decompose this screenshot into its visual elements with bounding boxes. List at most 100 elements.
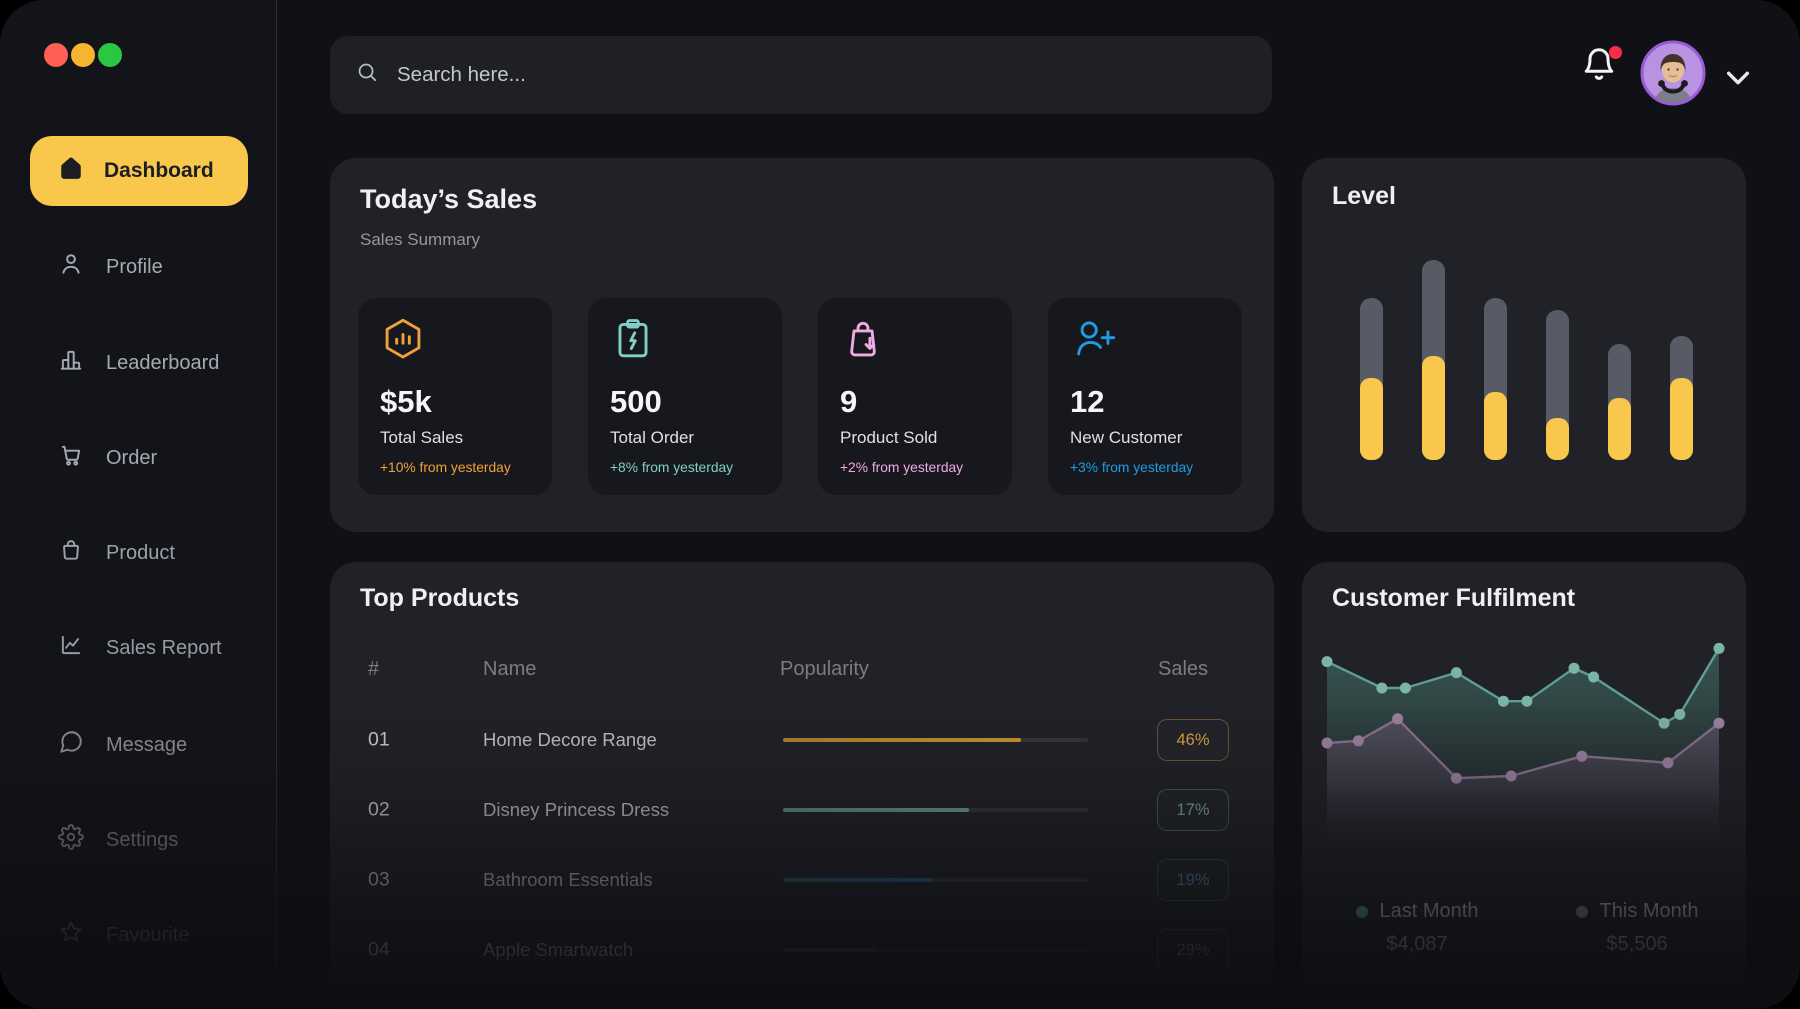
stat-delta: +10% from yesterday <box>380 460 511 475</box>
last-month-data-point <box>1376 682 1388 694</box>
customer-fulfilment-card: Customer Fulfilment Last Month $4,087 Th… <box>1302 562 1746 1009</box>
stat-label: Product Sold <box>840 428 938 447</box>
bag-icon <box>58 537 84 569</box>
stat-card-total-order[interactable]: 500 Total Order +8% from yesterday <box>588 298 782 495</box>
stat-card-new-customer[interactable]: 12 New Customer +3% from yesterday <box>1048 298 1242 495</box>
avatar-image <box>1640 40 1706 106</box>
product-name: Apple Smartwatch <box>483 939 634 960</box>
level-card: Level VolumeService <box>1302 158 1746 660</box>
todays-sales-card: Today’s Sales Sales Summary $5k Total Sa… <box>330 158 1274 532</box>
sidebar-item-dashboard[interactable]: Dashboard <box>30 136 248 206</box>
customer-fulfilment-title: Customer Fulfilment <box>1332 584 1576 612</box>
last-month-data-point <box>1497 695 1509 707</box>
sidebar-item-label: Favourite <box>106 923 190 946</box>
gear-icon <box>58 824 84 856</box>
sidebar-item-label: Leaderboard <box>106 351 220 374</box>
col-header-number: # <box>368 658 380 680</box>
last-month-data-point <box>1674 708 1686 720</box>
minimize-window-dot[interactable] <box>71 43 95 67</box>
last-month-data-point <box>1521 695 1533 707</box>
sidebar-item-sales-report[interactable]: Sales Report <box>30 626 256 670</box>
popularity-bar-fill <box>783 948 875 952</box>
level-bar-volume-segment <box>1484 392 1507 460</box>
sales-badge: 29% <box>1157 929 1229 971</box>
this-month-data-point <box>1576 750 1588 762</box>
col-header-name: Name <box>483 658 537 680</box>
col-header-sales: Sales <box>1158 658 1209 680</box>
product-number: 03 <box>368 868 390 891</box>
top-products-card: Top Products # Name Popularity Sales 01 … <box>330 562 1274 1009</box>
cart-icon <box>58 442 84 474</box>
popularity-bar <box>783 738 1088 742</box>
close-window-dot[interactable] <box>44 43 68 67</box>
sales-badge: 46% <box>1157 719 1229 761</box>
level-bar-volume-segment <box>1670 378 1693 460</box>
product-number: 01 <box>368 728 390 751</box>
bell-icon <box>1581 48 1617 86</box>
user-icon <box>58 251 84 283</box>
last-month-data-point <box>1568 662 1580 674</box>
user-avatar[interactable] <box>1640 40 1706 106</box>
last-month-data-point <box>1321 656 1333 668</box>
sidebar-item-product[interactable]: Product <box>30 531 256 575</box>
todays-sales-title: Today’s Sales <box>360 184 538 214</box>
fulfilment-legend-this-month: This Month $5,506 <box>1552 900 1722 956</box>
popularity-bar-fill <box>783 878 933 882</box>
todays-sales-subtitle: Sales Summary <box>360 230 480 249</box>
profile-menu-chevron[interactable] <box>1722 62 1758 86</box>
stat-value: 9 <box>840 384 858 419</box>
stat-value: $5k <box>380 384 432 419</box>
sidebar-item-favourite[interactable]: Favourite <box>30 913 256 957</box>
popularity-bar <box>783 808 1088 812</box>
stat-delta: +3% from yesterday <box>1070 460 1194 475</box>
hex-bars-icon <box>380 316 426 367</box>
zoom-window-dot[interactable] <box>98 43 122 67</box>
last-month-data-point <box>1450 667 1462 679</box>
legend-label: This Month <box>1599 900 1699 922</box>
search-bar[interactable] <box>330 36 1272 114</box>
stat-label: Total Order <box>610 428 695 447</box>
last-month-data-point <box>1588 671 1600 683</box>
last-month-data-point <box>1399 682 1411 694</box>
sidebar-item-label: Product <box>106 541 175 564</box>
level-bar-volume-segment <box>1546 418 1569 460</box>
this-month-data-point <box>1662 757 1674 769</box>
chart-line-icon <box>58 632 84 664</box>
stat-card-product-sold[interactable]: 9 Product Sold +2% from yesterday <box>818 298 1012 495</box>
level-bar-1 <box>1360 298 1383 460</box>
stat-label: New Customer <box>1070 428 1183 447</box>
stat-value: 500 <box>610 384 662 419</box>
this-month-data-point <box>1392 713 1404 725</box>
legend-value: $4,087 <box>1386 933 1448 955</box>
sidebar-item-order[interactable]: Order <box>30 436 256 480</box>
user-plus-icon <box>1070 316 1116 367</box>
product-name: Bathroom Essentials <box>483 869 653 890</box>
stat-card-total-sales[interactable]: $5k Total Sales +10% from yesterday <box>358 298 552 495</box>
top-products-title: Top Products <box>360 584 520 612</box>
level-bar-3 <box>1484 298 1507 460</box>
chat-icon <box>58 729 84 761</box>
legend-label: Last Month <box>1379 900 1479 922</box>
this-month-data-point <box>1505 770 1517 782</box>
this-month-data-point <box>1450 772 1462 784</box>
notification-bell-button[interactable] <box>1581 46 1625 92</box>
product-number: 04 <box>368 938 390 961</box>
level-bar-4 <box>1546 310 1569 460</box>
search-input[interactable] <box>395 62 1246 88</box>
sidebar-item-message[interactable]: Message <box>30 723 256 767</box>
sidebar-item-profile[interactable]: Profile <box>30 245 256 289</box>
level-title: Level <box>1332 182 1396 210</box>
search-icon <box>356 61 379 89</box>
leaderboard-icon <box>58 347 84 379</box>
product-name: Disney Princess Dress <box>483 799 670 820</box>
sidebar-item-leaderboard[interactable]: Leaderboard <box>30 341 256 385</box>
sidebar: Dashboard Profile Leaderboard Order Product S… <box>0 0 277 1009</box>
home-icon <box>58 155 84 187</box>
this-month-data-point <box>1352 735 1364 747</box>
sidebar-item-settings[interactable]: Settings <box>30 818 256 862</box>
level-bar-volume-segment <box>1360 378 1383 460</box>
popularity-bar <box>783 948 1088 952</box>
col-header-popularity: Popularity <box>780 658 869 680</box>
sidebar-item-label: Sales Report <box>106 636 222 659</box>
